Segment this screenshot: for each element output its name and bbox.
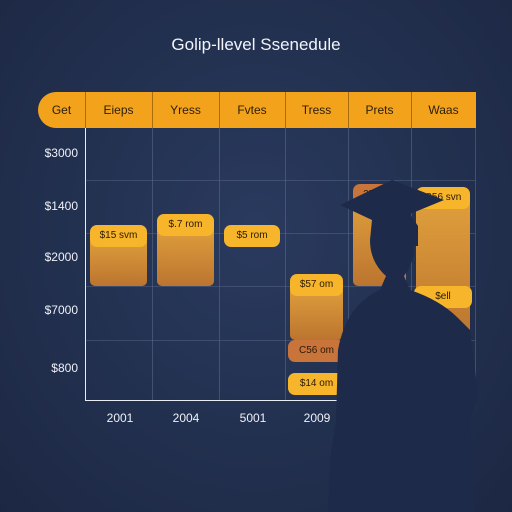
grid-hline (85, 233, 475, 234)
bar-value-label: $.7 rom (157, 213, 214, 236)
grid-vline (285, 128, 286, 400)
header-cell-6: Waas (428, 103, 459, 117)
grid-vline (411, 128, 412, 400)
x-tick-label: 2001 (106, 411, 134, 425)
header-divider (219, 92, 220, 128)
y-tick-label: $1400 (44, 199, 78, 213)
extra-value-label: C56 om (288, 340, 345, 363)
header-cell-1: Eieps (103, 103, 134, 117)
header-divider (411, 92, 412, 128)
y-tick-label: $2000 (44, 250, 78, 264)
extra-value-label: $14 om (288, 372, 345, 395)
header-cell-5: Prets (365, 103, 394, 117)
y-axis (85, 128, 86, 400)
grid-vline (152, 128, 153, 400)
bar-value-label: $15 svm (90, 224, 147, 247)
x-tick-label: 2004 (172, 411, 200, 425)
grid-hline (85, 340, 475, 341)
grid-vline (348, 128, 349, 400)
y-tick-label: $800 (51, 361, 78, 375)
header-divider (285, 92, 286, 128)
y-tick-label: $3000 (44, 146, 78, 160)
grid-hline (85, 180, 475, 181)
header-cell-4: Tress (301, 103, 332, 117)
header-cell-3: Fvtes (237, 103, 267, 117)
chart-title: Golip-llevel Ssenedule (171, 35, 341, 54)
bar-value-label: $57 om (290, 273, 343, 296)
header-divider (85, 92, 86, 128)
header-bar (38, 92, 476, 128)
y-tick-label: $7000 (44, 303, 78, 317)
grid-vline (475, 128, 476, 400)
x-tick-label: 2009 (303, 411, 331, 425)
x-tick-label: 5001 (239, 411, 267, 425)
grid-hline (85, 286, 475, 287)
bar-value-label: $5 rom (224, 224, 280, 247)
header-cell-2: Yress (170, 103, 201, 117)
x-axis (85, 400, 475, 401)
header-divider (348, 92, 349, 128)
grid-vline (219, 128, 220, 400)
header-divider (152, 92, 153, 128)
header-cell-0: Get (51, 103, 72, 117)
